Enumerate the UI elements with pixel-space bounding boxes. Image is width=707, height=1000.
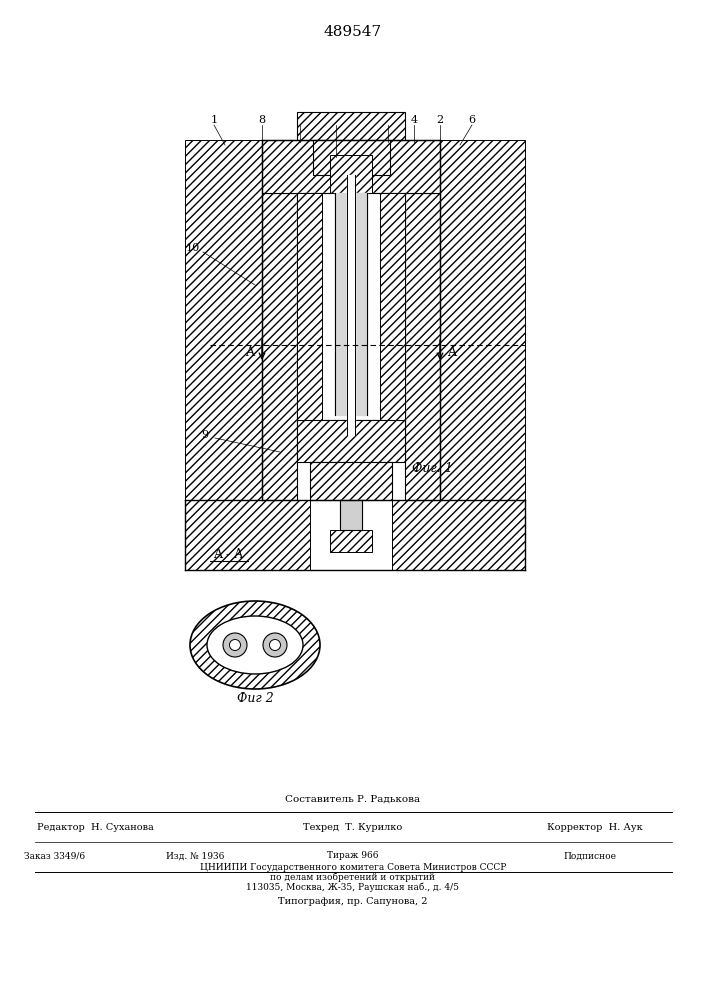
Ellipse shape (230, 640, 240, 650)
Bar (185, 140, 262, 500)
Text: 1: 1 (211, 115, 218, 125)
Text: A - A: A - A (213, 548, 243, 562)
Polygon shape (297, 193, 405, 420)
Text: 5: 5 (385, 115, 392, 125)
Text: 113035, Москва, Ж-35, Раушская наб., д. 4/5: 113035, Москва, Ж-35, Раушская наб., д. … (247, 882, 460, 892)
Bar (262, 193, 297, 500)
Bar (330, 530, 372, 552)
Text: Типография, пр. Сапунова, 2: Типография, пр. Сапунова, 2 (279, 898, 428, 906)
Text: Фиг 2: Фиг 2 (237, 692, 274, 704)
Ellipse shape (207, 616, 303, 674)
Bar (297, 420, 405, 462)
Polygon shape (340, 500, 362, 530)
Text: Заказ 3349/6: Заказ 3349/6 (25, 852, 86, 860)
Text: A: A (245, 347, 255, 360)
Text: Фиг. 1: Фиг. 1 (412, 462, 452, 475)
Bar (330, 155, 372, 193)
Text: 6: 6 (469, 115, 476, 125)
Text: 4: 4 (411, 115, 418, 125)
Text: 3: 3 (332, 115, 339, 125)
Bar (297, 112, 405, 140)
Text: Тираж 966: Тираж 966 (327, 852, 379, 860)
Polygon shape (335, 193, 367, 415)
Text: Редактор  Н. Суханова: Редактор Н. Суханова (37, 822, 153, 832)
Bar (380, 193, 405, 420)
Bar (313, 140, 390, 175)
Text: A: A (448, 347, 457, 360)
Text: Составитель Р. Радькова: Составитель Р. Радькова (286, 794, 421, 804)
Ellipse shape (223, 633, 247, 657)
Ellipse shape (263, 633, 287, 657)
Text: по делам изобретений и открытий: по делам изобретений и открытий (271, 872, 436, 882)
Text: Подписное: Подписное (563, 852, 617, 860)
Text: Техред  Т. Курилко: Техред Т. Курилко (303, 822, 402, 832)
Bar (262, 140, 440, 193)
Text: 489547: 489547 (324, 25, 382, 39)
Text: Корректор  Н. Аук: Корректор Н. Аук (547, 822, 643, 832)
Bar (392, 500, 525, 570)
Bar (310, 462, 392, 500)
Polygon shape (347, 175, 355, 435)
Text: 2: 2 (436, 115, 443, 125)
Text: ЦНИИПИ Государственного комитега Совета Министров СССР: ЦНИИПИ Государственного комитега Совета … (200, 862, 506, 871)
Text: 9: 9 (201, 430, 209, 440)
Bar (297, 193, 322, 420)
Text: 8: 8 (259, 115, 266, 125)
Ellipse shape (269, 640, 281, 650)
Bar (405, 193, 440, 500)
Text: Изд. № 1936: Изд. № 1936 (166, 852, 224, 860)
Bar (440, 140, 525, 500)
Text: 10: 10 (186, 243, 200, 253)
Text: 7: 7 (296, 115, 303, 125)
Ellipse shape (190, 601, 320, 689)
Bar (185, 500, 310, 570)
